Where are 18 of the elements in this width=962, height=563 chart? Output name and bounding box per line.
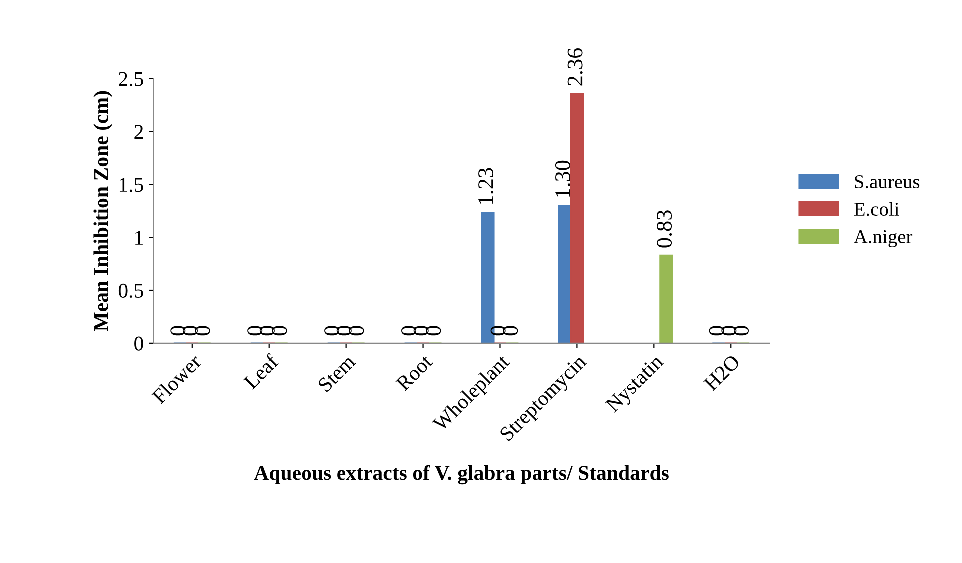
data-label: 1.30 xyxy=(555,160,571,197)
y-tick-label: 2.5 xyxy=(119,72,144,86)
data-label: 1.23 xyxy=(478,168,494,204)
legend-label: E.coli xyxy=(854,202,900,216)
y-tick-label: 0 xyxy=(134,336,144,351)
legend-label: S.aureus xyxy=(855,175,920,189)
data-label: 2.36 xyxy=(568,48,583,86)
y-axis-title: Mean Inhibition Zone (cm) xyxy=(94,91,113,332)
data-label: 0.83 xyxy=(657,210,672,248)
x-axis-title: Aqueous extracts of V. glabra parts/ Standards xyxy=(254,465,669,485)
y-tick-label: 1 xyxy=(136,231,143,245)
x-tick-label: H2O xyxy=(703,354,741,392)
x-tick-label: Root xyxy=(396,354,434,392)
x-tick-label: Stem xyxy=(317,354,356,393)
y-tick-label: 0.5 xyxy=(118,284,144,298)
y-tick-label: 1.5 xyxy=(120,178,144,192)
legend-label: A.niger xyxy=(854,230,913,248)
y-tick-label: 2 xyxy=(134,125,144,139)
